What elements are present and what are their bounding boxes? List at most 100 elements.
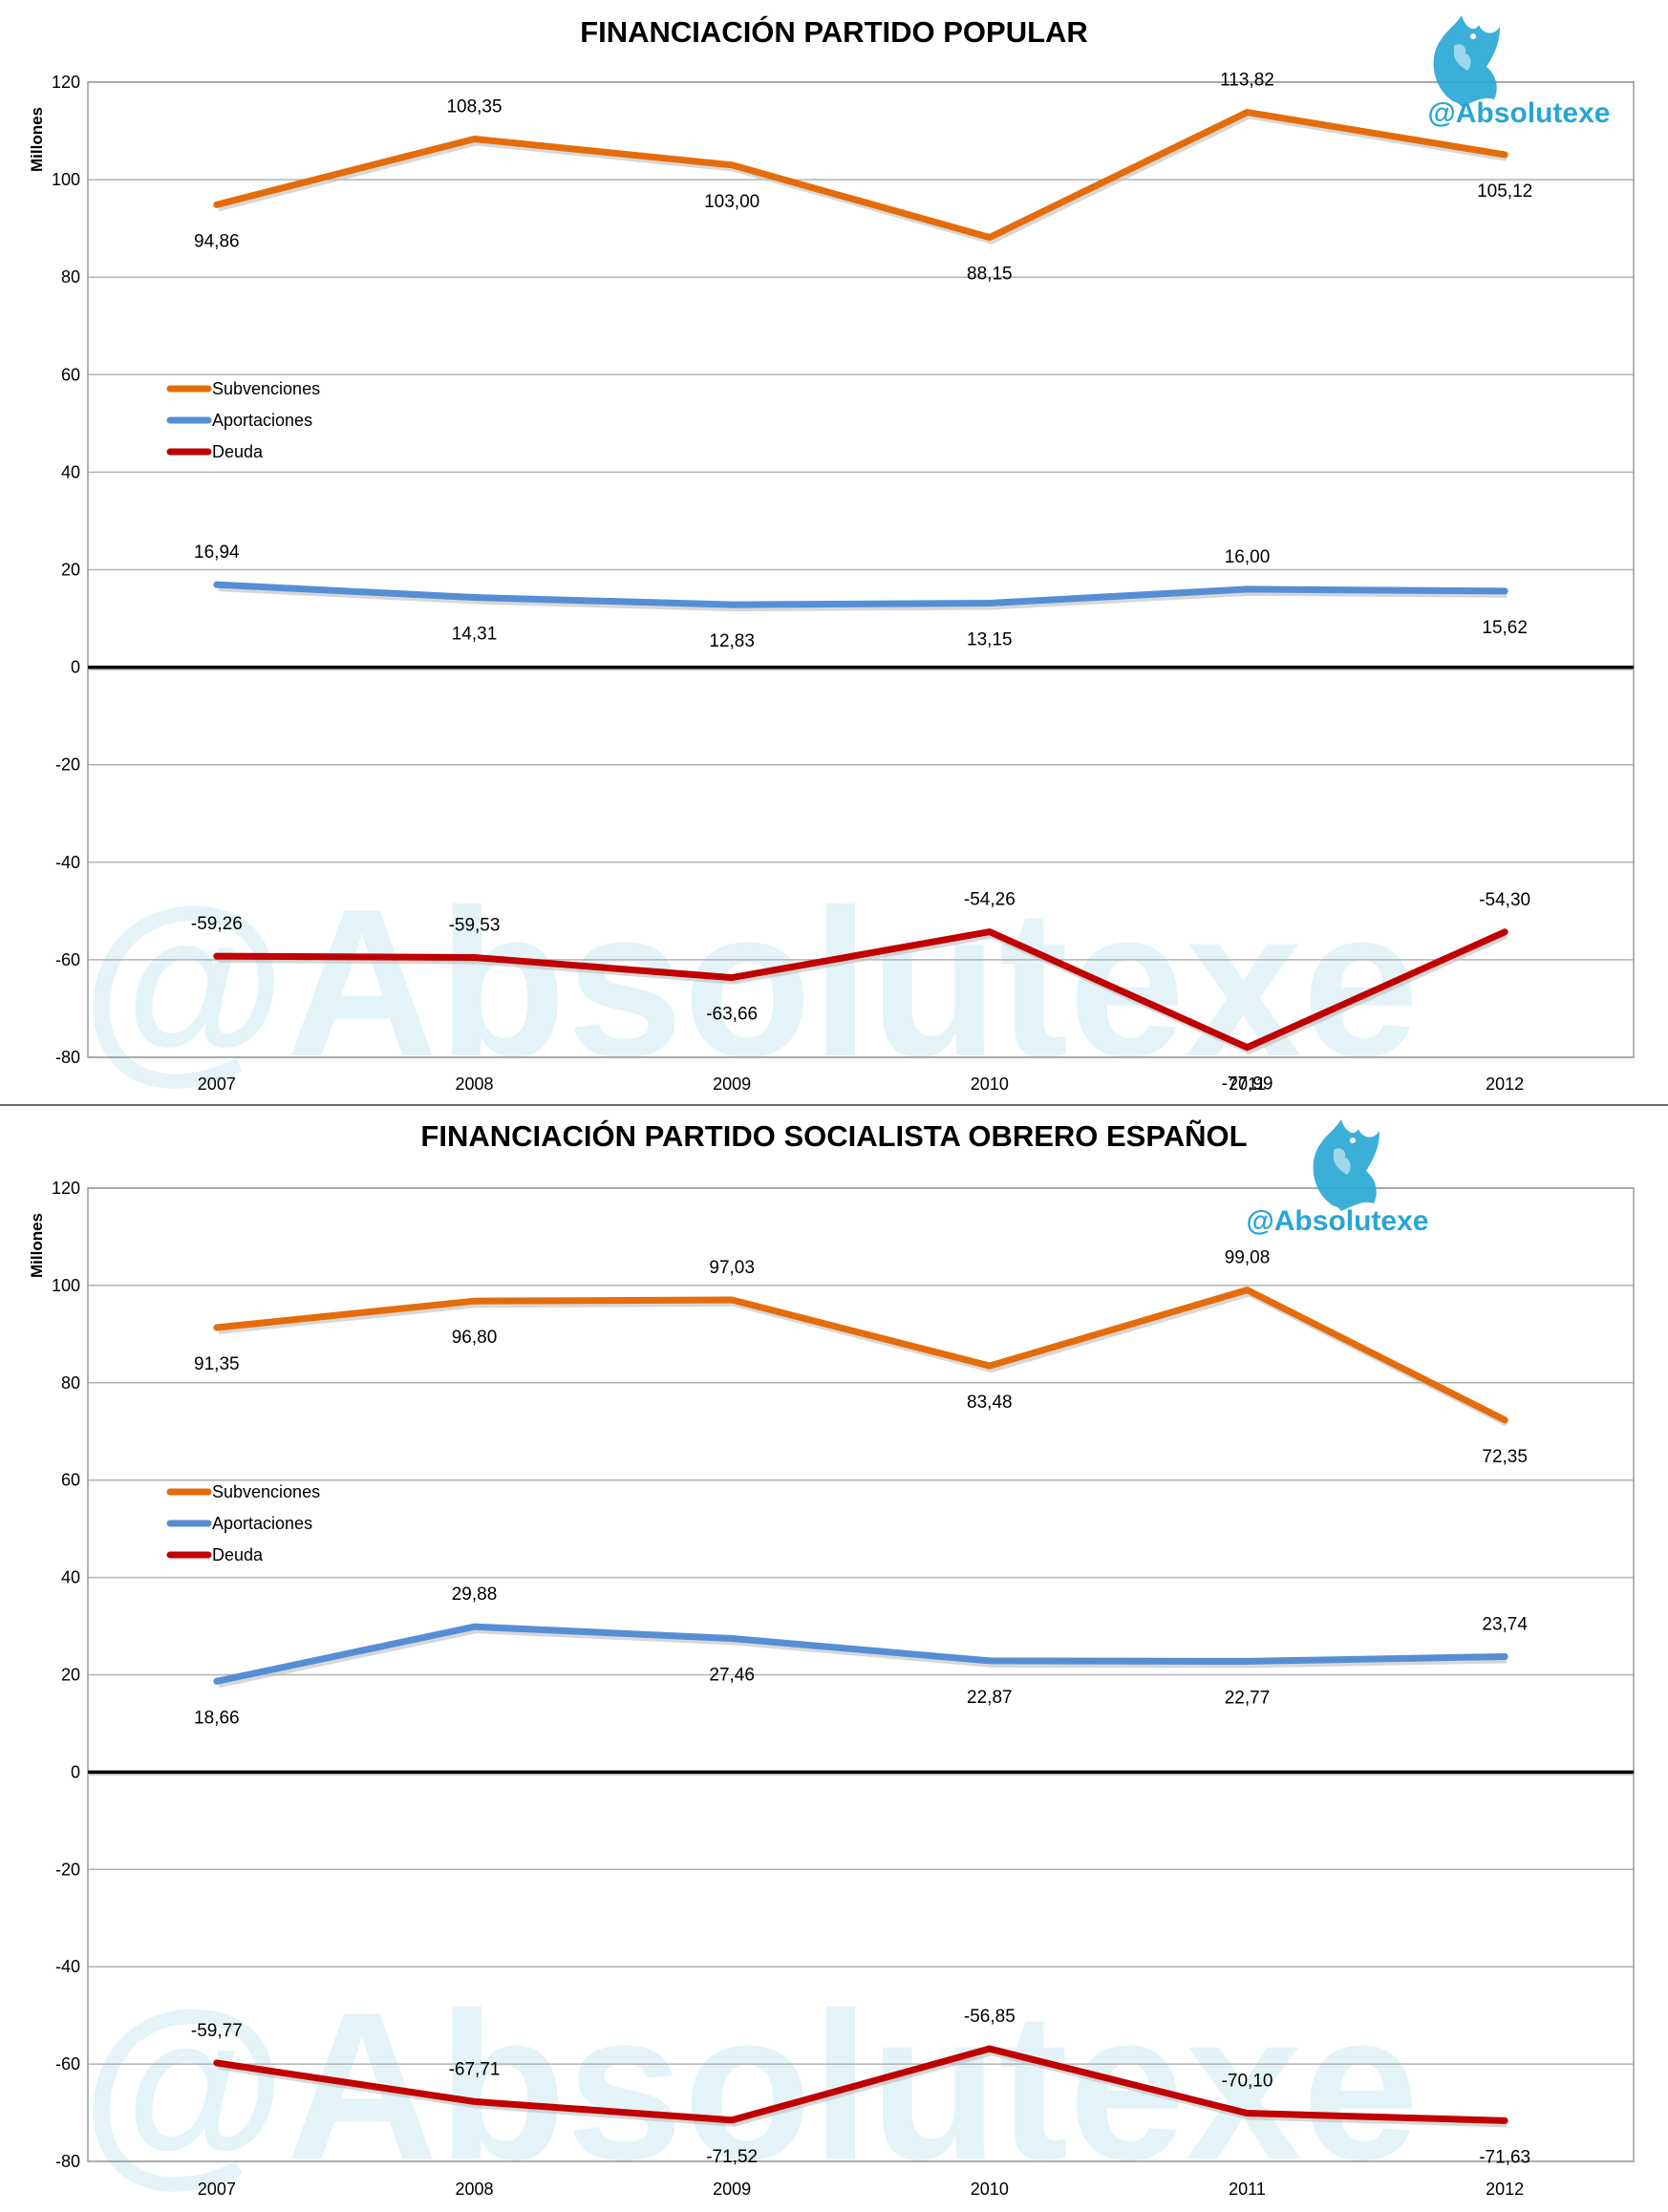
x-tick-label: 2009: [713, 1074, 751, 1094]
watermark-text: @Absolutexe: [81, 1968, 1419, 2203]
chart-title: FINANCIACIÓN PARTIDO POPULAR: [580, 15, 1088, 49]
data-label: 97,03: [709, 1258, 755, 1278]
data-label: 113,82: [1220, 71, 1274, 91]
series-line-shadow: [218, 1290, 1508, 1427]
x-tick-label: 2010: [971, 2180, 1009, 2199]
y-tick-label: 100: [52, 1276, 80, 1295]
y-tick-label: 100: [52, 170, 80, 189]
watermark-text: @Absolutexe: [81, 865, 1419, 1100]
y-tick-label: 0: [71, 1762, 80, 1781]
data-label: -59,53: [449, 916, 501, 936]
series-line-shadow: [218, 113, 1508, 245]
legend-label: Aportaciones: [212, 411, 312, 430]
data-label: 96,80: [452, 1328, 498, 1348]
y-axis-title: Millones: [28, 107, 46, 172]
legend-label: Subvenciones: [212, 1482, 320, 1501]
series-line-subvenciones: [213, 1287, 1508, 1424]
x-tick-label: 2010: [971, 1074, 1009, 1094]
data-label: 22,77: [1225, 1688, 1271, 1708]
data-label: -54,26: [964, 890, 1016, 910]
y-tick-label: -20: [55, 755, 80, 775]
series-line-deuda: [213, 928, 1508, 1052]
series-line-aportaciones: [213, 1623, 1508, 1685]
data-label: 108,35: [446, 96, 502, 117]
data-label: 72,35: [1482, 1447, 1528, 1467]
data-label: 83,48: [967, 1393, 1013, 1413]
chart-panel-psoe: FINANCIACIÓN PARTIDO SOCIALISTA OBRERO E…: [0, 1108, 1668, 2212]
data-label: -59,77: [191, 2021, 243, 2041]
y-tick-label: 80: [61, 267, 80, 287]
data-label: 16,00: [1225, 547, 1271, 567]
data-label: -71,52: [706, 2147, 758, 2167]
x-tick-label: 2008: [455, 2180, 493, 2199]
data-label: 105,12: [1477, 181, 1532, 202]
y-tick-label: -60: [55, 950, 80, 969]
x-tick-label: 2012: [1486, 1074, 1524, 1094]
data-label: -67,71: [449, 2059, 501, 2079]
plot-frame: [87, 1187, 1635, 2162]
data-label: 12,83: [709, 631, 755, 651]
y-tick-label: 80: [61, 1373, 80, 1393]
y-tick-label: 120: [52, 73, 80, 92]
series-line-shadow: [218, 1627, 1508, 1689]
x-tick-label: 2011: [1229, 1074, 1266, 1094]
y-tick-label: -80: [55, 2152, 80, 2171]
series-line-deuda: [213, 2045, 1508, 2124]
y-tick-label: 60: [61, 1471, 80, 1490]
data-label: 15,62: [1482, 618, 1528, 638]
data-label: 18,66: [194, 1708, 240, 1728]
y-tick-label: 20: [61, 1666, 80, 1685]
chart-panel-pp: FINANCIACIÓN PARTIDO POPULAR @Absolutexe…: [0, 0, 1668, 1103]
x-tick-label: 2007: [198, 2180, 236, 2199]
logo-text: @Absolutexe: [1428, 97, 1611, 129]
data-label: -59,26: [191, 914, 243, 934]
y-tick-label: 120: [52, 1179, 80, 1198]
series-line-shadow: [218, 2050, 1508, 2128]
series-line-aportaciones: [213, 581, 1508, 608]
series-line-subvenciones: [213, 109, 1508, 242]
plot-frame: [87, 81, 1635, 1058]
data-label: 88,15: [967, 265, 1013, 285]
data-label: 99,08: [1225, 1248, 1271, 1268]
x-tick-label: 2007: [198, 1074, 236, 1094]
data-label: 22,87: [967, 1688, 1013, 1708]
data-label: -54,30: [1479, 890, 1530, 910]
y-tick-label: -40: [55, 853, 80, 872]
legend-label: Deuda: [212, 1545, 264, 1564]
series-line-shadow: [218, 585, 1508, 612]
legend-label: Subvenciones: [212, 379, 320, 398]
chart-svg: @Absolutexe 120 100 80 60 40 20 0 -20 -40 -60 -80 20…: [28, 15, 1635, 1100]
series-line-shadow: [218, 932, 1508, 1054]
y-tick-label: 40: [61, 462, 80, 481]
legend-label: Aportaciones: [212, 1514, 312, 1533]
x-tick-label: 2011: [1229, 2180, 1266, 2199]
griffin-logo-icon: [1313, 1119, 1379, 1211]
data-label: 13,15: [967, 629, 1013, 649]
data-label: -71,63: [1479, 2147, 1530, 2167]
x-tick-label: 2012: [1486, 2180, 1524, 2199]
y-tick-label: 60: [61, 365, 80, 384]
data-label: 91,35: [194, 1354, 240, 1374]
y-tick-label: 20: [61, 561, 80, 580]
data-label: 23,74: [1482, 1614, 1528, 1634]
data-label: -56,85: [964, 2007, 1016, 2027]
data-label: 16,94: [194, 542, 240, 563]
chart-separator: [0, 1104, 1668, 1106]
data-label: 94,86: [194, 231, 240, 251]
chart-title: FINANCIACIÓN PARTIDO SOCIALISTA OBRERO E…: [420, 1119, 1248, 1153]
y-tick-label: -40: [55, 1957, 80, 1976]
y-tick-label: -20: [55, 1860, 80, 1879]
x-tick-label: 2009: [713, 2180, 751, 2199]
y-axis-title: Millones: [28, 1213, 46, 1278]
y-tick-label: 0: [71, 658, 80, 677]
x-tick-label: 2008: [455, 1074, 493, 1094]
data-label: 14,31: [452, 625, 498, 645]
y-tick-label: -60: [55, 2054, 80, 2074]
y-tick-label: -80: [55, 1048, 80, 1067]
data-label: 27,46: [709, 1665, 755, 1685]
data-label: 29,88: [452, 1585, 498, 1605]
logo-text: @Absolutexe: [1247, 1205, 1429, 1237]
data-label: 103,00: [704, 192, 759, 212]
legend-label: Deuda: [212, 442, 264, 461]
data-label: -63,66: [706, 1005, 758, 1025]
